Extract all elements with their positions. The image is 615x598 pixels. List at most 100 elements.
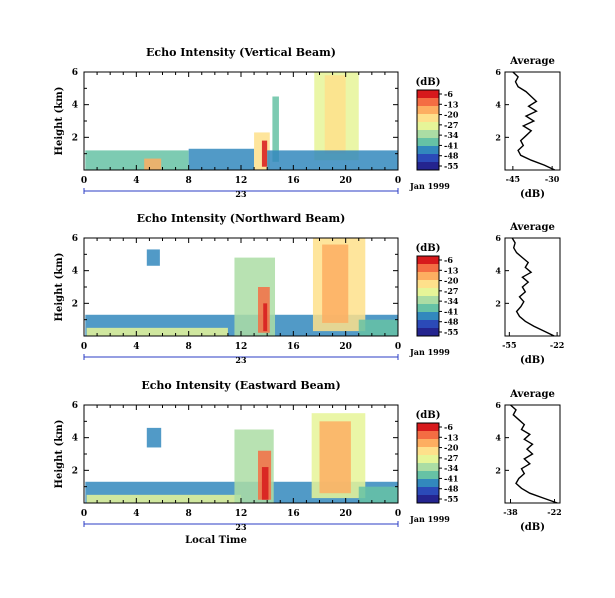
y-tick-label: 2 <box>72 133 78 143</box>
profile-line <box>512 71 556 171</box>
colorbar-label: -27 <box>444 453 458 463</box>
y-axis-label: Height (km) <box>54 87 65 156</box>
colorbar-label: -27 <box>444 286 458 296</box>
colorbar-frame <box>416 89 440 171</box>
colorbar-swatch <box>417 98 439 107</box>
profile-y-label: 2 <box>495 465 501 475</box>
x-tick-label: 8 <box>186 509 192 519</box>
profile-y-label: 4 <box>495 266 501 276</box>
colorbar-swatch <box>417 106 439 115</box>
echo-region-1 <box>86 327 228 336</box>
x-tick-label: 16 <box>287 342 300 352</box>
profile-x-label: -45 <box>506 174 520 184</box>
colorbar-swatch <box>417 487 439 496</box>
chart-panel-0: Echo Intensity (Vertical Beam) 0 4 8 12 16 20 0… <box>54 46 561 200</box>
colorbar-swatch <box>417 463 439 472</box>
x-tick-label: 12 <box>235 176 248 186</box>
colorbar-swatch <box>417 138 439 147</box>
colorbar-label: -20 <box>444 443 459 453</box>
echo-region-1 <box>188 148 255 170</box>
colorbar-frame <box>416 422 440 504</box>
echo-region-8 <box>358 486 398 503</box>
echo-region-8 <box>267 150 398 170</box>
echo-region-7 <box>322 244 349 323</box>
colorbar-title: (dB) <box>416 410 441 421</box>
profile-x-label: -30 <box>545 174 560 184</box>
x-tick-label: 16 <box>287 176 300 186</box>
profile-frame <box>504 237 561 337</box>
colorbar-label: -13 <box>444 99 459 109</box>
profile-y-label: 6 <box>495 67 501 77</box>
colorbar-label: -13 <box>444 432 459 442</box>
x-tick-label: 0 <box>81 176 87 186</box>
profile-y-label: 2 <box>495 132 501 142</box>
chart-panel-1: Echo Intensity (Northward Beam)0 4 8 12 16 20… <box>54 212 564 366</box>
colorbar-label: -6 <box>444 422 453 432</box>
colorbar-label: -48 <box>444 484 459 494</box>
profile-title: Average <box>509 389 555 400</box>
y-tick-label: 6 <box>72 68 78 78</box>
colorbar-swatch <box>417 479 439 488</box>
colorbar-swatch <box>417 471 439 480</box>
day-label: 23 <box>235 189 247 199</box>
profile-frame <box>504 71 561 171</box>
profile-line <box>510 404 558 504</box>
x-tick-label: 8 <box>186 342 192 352</box>
profile-x-label: -22 <box>547 507 561 517</box>
colorbar-swatch <box>417 439 439 448</box>
colorbar-swatch <box>417 296 439 305</box>
day-label: 23 <box>235 355 247 365</box>
colorbar-swatch <box>417 288 439 297</box>
x-tick-label: 20 <box>339 342 352 352</box>
colorbar-swatch <box>417 320 439 329</box>
echo-region-7 <box>319 421 351 494</box>
colorbar-label: -41 <box>444 140 458 150</box>
x-axis-label: Local Time <box>185 535 247 546</box>
date-label: Jan 1999 <box>409 514 450 524</box>
echo-region-8 <box>358 319 398 336</box>
colorbar-swatch <box>417 431 439 440</box>
y-tick-label: 6 <box>72 234 78 244</box>
colorbar-swatch <box>417 114 439 123</box>
x-tick-label: 4 <box>133 176 139 186</box>
echo-region-2 <box>146 249 160 266</box>
profile-x-label: -38 <box>503 507 518 517</box>
colorbar-swatch <box>417 122 439 131</box>
colorbar-label: -55 <box>444 327 458 337</box>
x-tick-label: 0 <box>81 342 87 352</box>
x-tick-label: 8 <box>186 176 192 186</box>
y-tick-label: 4 <box>72 267 78 277</box>
echo-region-2 <box>146 427 162 448</box>
colorbar-label: -41 <box>444 473 458 483</box>
profile-line <box>511 237 555 337</box>
colorbar-swatch <box>417 256 439 265</box>
colorbar-swatch <box>417 495 439 504</box>
profile-frame <box>504 404 561 504</box>
echo-region-5 <box>261 467 269 500</box>
profile-y-label: 4 <box>495 433 501 443</box>
colorbar-swatch <box>417 423 439 432</box>
colorbar-frame <box>416 255 440 337</box>
y-tick-label: 4 <box>72 434 78 444</box>
x-tick-label: 0 <box>81 509 87 519</box>
x-tick-label: 4 <box>133 509 139 519</box>
colorbar-title: (dB) <box>416 243 441 254</box>
colorbar-label: -6 <box>444 89 453 99</box>
echo-region-5 <box>263 303 268 332</box>
x-tick-label: 0 <box>395 342 401 352</box>
y-axis-label: Height (km) <box>54 420 65 489</box>
colorbar-swatch <box>417 328 439 337</box>
colorbar-label: -34 <box>444 130 459 140</box>
echo-region-7 <box>324 75 346 154</box>
chart-title: Echo Intensity (Eastward Beam) <box>141 379 340 392</box>
echo-region-2 <box>144 158 162 170</box>
echo-region-4 <box>261 140 268 167</box>
chart-panel-2: Echo Intensity (Eastward Beam) 0 4 8 12 16 20 0… <box>54 379 562 546</box>
profile-y-label: 6 <box>495 400 501 410</box>
colorbar-label: -48 <box>444 317 459 327</box>
y-axis-label: Height (km) <box>54 253 65 322</box>
echo-region-5 <box>272 96 279 162</box>
colorbar-swatch <box>417 280 439 289</box>
colorbar-swatch <box>417 146 439 155</box>
